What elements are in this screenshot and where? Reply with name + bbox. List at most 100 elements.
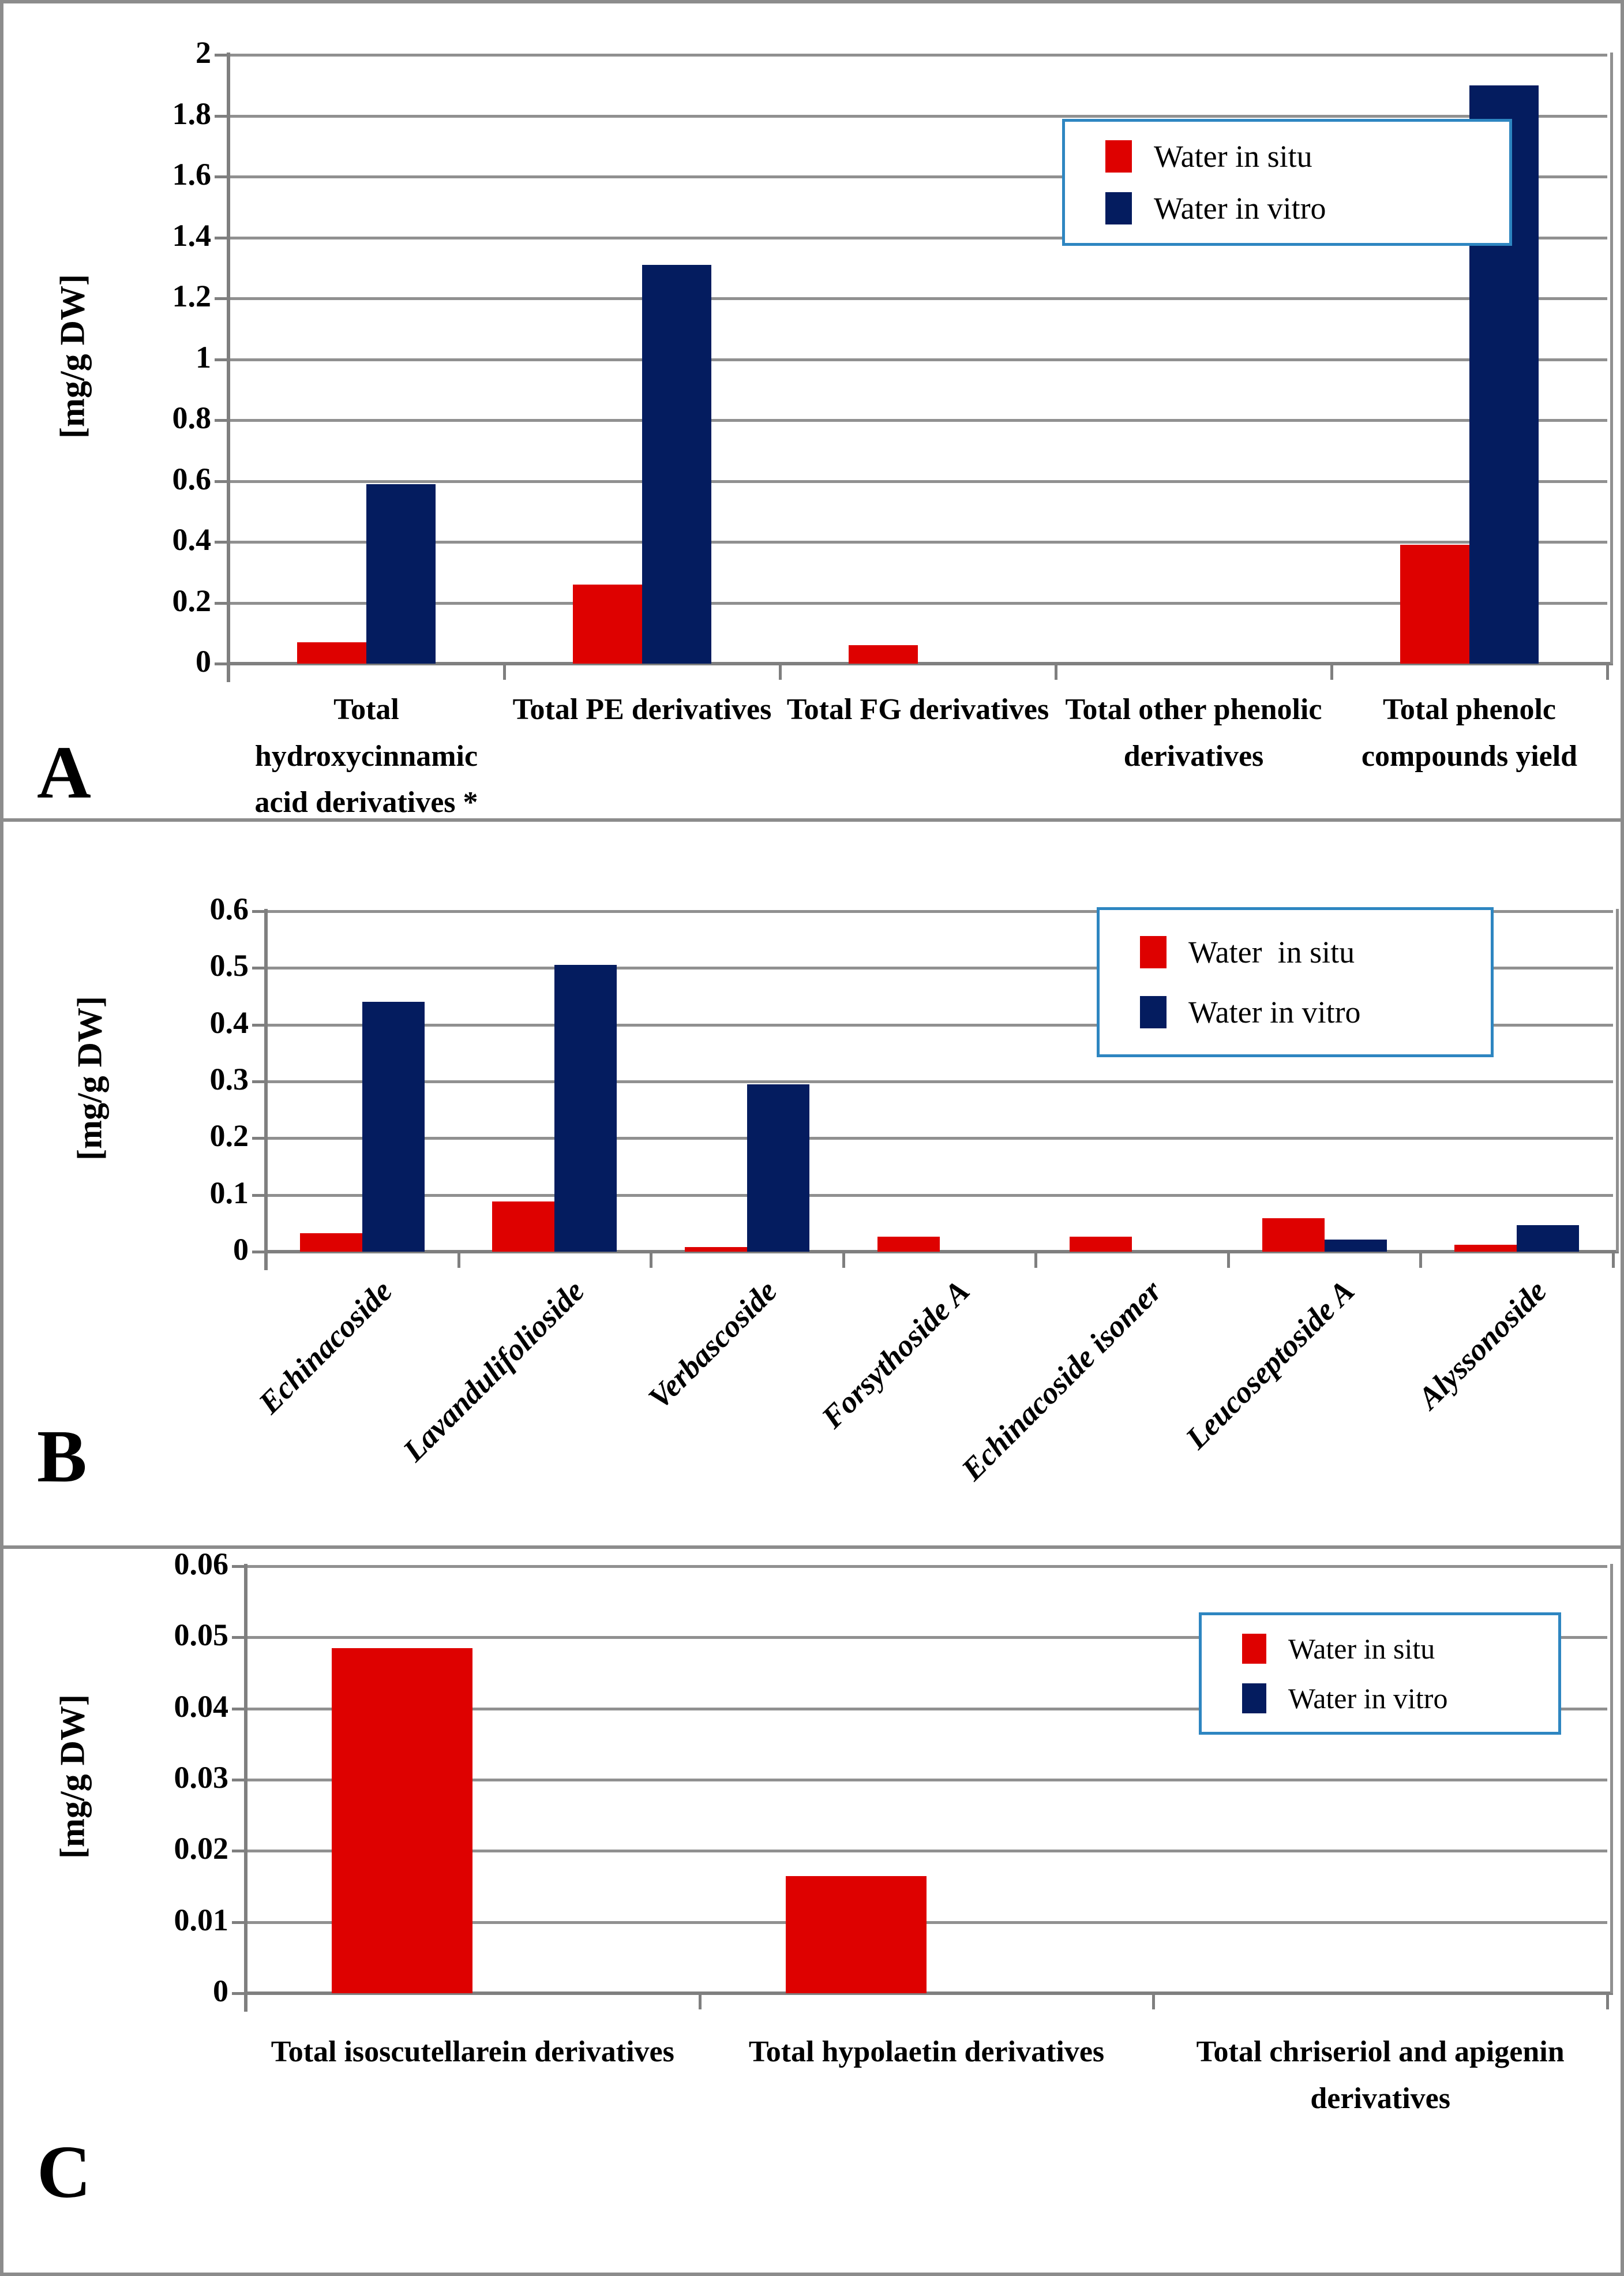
x-axis-tick [265,1252,268,1268]
water-in-vitro-swatch-icon [1105,192,1132,225]
bar-water-in-vitro [1324,1240,1387,1252]
y-tick-label: 0 [233,1232,249,1267]
panel-letter-a: A [37,731,91,814]
panel-letter-b: B [37,1415,87,1498]
y-tick-label: 0.8 [172,400,212,435]
gridline [228,236,1607,239]
x-axis-line [246,1992,1613,1995]
y-axis-tick [252,1193,266,1197]
x-axis-tick [1612,1252,1615,1268]
gridline [228,114,1607,118]
category-label: Total hydroxycinnamic acid derivatives * [254,693,478,819]
x-axis-line [228,662,1613,665]
x-axis-tick [1419,1252,1423,1268]
y-tick-label: 0.04 [174,1689,229,1724]
water-in-situ-swatch-icon [1242,1633,1266,1664]
y-tick-label: 0 [196,644,211,679]
y-tick-label: 0.5 [209,948,249,983]
plot-right-border [1610,1564,1613,1993]
y-axis-tick [232,1707,246,1710]
legend: Water in situ Water in vitro [1199,1612,1561,1735]
category-label: Total chriseriol and apigenin derivative… [1196,2035,1565,2115]
y-axis-title: [mg/g DW] [53,274,92,439]
category-label: Total hypolaetin derivatives [748,2035,1105,2068]
y-axis-tick [252,1023,266,1027]
plot-right-border [1616,909,1619,1252]
gridline [228,175,1607,178]
bar-water-in-situ [573,584,642,664]
category-label: Total isoscutellarein derivatives [271,2035,674,2068]
y-axis-tick [215,175,228,178]
bar-water-in-vitro [362,1002,425,1252]
gridline [228,419,1607,422]
legend-item-water-in-situ: Water in situ [1202,1632,1558,1665]
y-axis-tick [215,54,228,57]
bar-water-in-vitro [554,965,617,1252]
legend-label: Water in vitro [1288,1682,1448,1715]
bar-water-in-situ [786,1876,927,1993]
y-tick-label: 1.4 [172,218,212,253]
bar-water-in-situ [1262,1218,1325,1252]
gridline [266,910,1613,913]
bar-water-in-situ [297,642,366,664]
legend-label: Water in vitro [1188,995,1361,1030]
y-axis-tick [252,1080,266,1083]
y-axis-tick [232,1779,246,1781]
y-axis-title: [mg/g DW] [53,1694,92,1859]
x-axis-line [266,1250,1619,1253]
y-axis-tick [215,419,228,422]
category-label: Total FG derivatives [786,693,1049,726]
bar-water-in-situ [332,1648,473,1993]
y-axis-title: [mg/g DW] [70,996,109,1161]
gridline [266,1080,1613,1083]
bar-water-in-situ [849,645,918,664]
y-axis-tick [215,662,228,665]
y-axis-tick [232,1850,246,1853]
x-axis-tick [503,664,506,680]
legend-item-water-in-vitro: Water in vitro [1065,190,1509,226]
bar-water-in-situ [684,1247,747,1252]
y-tick-label: 1.8 [172,96,212,131]
bar-water-in-situ [492,1201,555,1252]
y-tick-label: 0.2 [172,583,212,618]
y-axis-tick [215,236,228,239]
gridline [228,297,1607,300]
gridline [246,1636,1607,1639]
x-axis-tick [245,1993,247,2009]
y-axis-tick [232,1565,246,1568]
y-tick-label: 0.1 [209,1175,249,1210]
y-axis-tick [252,967,266,970]
y-axis-tick [215,541,228,544]
y-tick-label: 0.2 [209,1118,249,1154]
legend-label: Water in situ [1288,1632,1435,1665]
gridline [228,601,1607,605]
y-axis-tick [215,601,228,605]
y-tick-label: 0.05 [174,1618,229,1653]
bar-water-in-vitro [642,264,711,664]
x-axis-tick [1152,1993,1156,2009]
gridline [266,1023,1613,1027]
category-label: Total phenolc compounds yield [1361,693,1578,773]
x-axis-tick [779,664,782,680]
bar-water-in-vitro [366,484,436,664]
legend-item-water-in-vitro: Water in vitro [1100,994,1491,1030]
x-axis-tick [1034,1252,1038,1268]
y-tick-label: 0.02 [174,1831,229,1866]
gridline [228,480,1607,483]
category-label: Total PE derivatives [512,693,772,726]
legend-item-water-in-situ: Water in situ [1100,934,1491,970]
y-axis-tick [215,358,228,361]
y-axis-tick [252,910,266,913]
plot-right-border [1610,53,1613,664]
bar-water-in-situ [877,1237,940,1252]
x-axis-tick [1055,664,1057,680]
x-axis-tick [698,1993,702,2009]
bar-water-in-situ [299,1233,362,1252]
water-in-vitro-swatch-icon [1140,996,1167,1028]
y-axis-tick [215,480,228,483]
bar-water-in-situ [1400,545,1469,664]
gridline [246,1565,1607,1568]
gridline [246,1921,1607,1924]
water-in-vitro-swatch-icon [1242,1683,1266,1714]
panel-b: 0.6 0.5 0.4 0.3 0.2 0.1 0 Echinacoside Lavanduli… [3,822,1621,1549]
